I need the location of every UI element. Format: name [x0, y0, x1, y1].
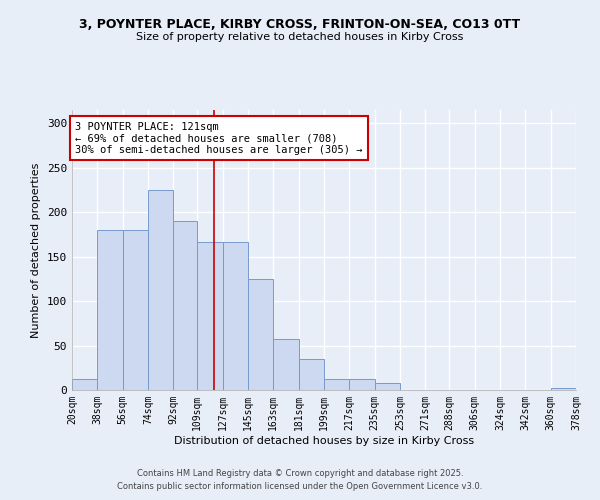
- Y-axis label: Number of detached properties: Number of detached properties: [31, 162, 41, 338]
- Text: Size of property relative to detached houses in Kirby Cross: Size of property relative to detached ho…: [136, 32, 464, 42]
- Bar: [197, 242, 223, 390]
- Bar: [299, 359, 324, 390]
- Bar: [349, 380, 374, 390]
- Bar: [97, 230, 122, 390]
- Bar: [274, 340, 299, 390]
- Bar: [148, 190, 173, 390]
- Bar: [374, 383, 400, 390]
- Bar: [72, 380, 97, 390]
- Text: Contains HM Land Registry data © Crown copyright and database right 2025.: Contains HM Land Registry data © Crown c…: [137, 468, 463, 477]
- Bar: [551, 388, 576, 390]
- Text: 3 POYNTER PLACE: 121sqm
← 69% of detached houses are smaller (708)
30% of semi-d: 3 POYNTER PLACE: 121sqm ← 69% of detache…: [75, 122, 362, 155]
- X-axis label: Distribution of detached houses by size in Kirby Cross: Distribution of detached houses by size …: [174, 436, 474, 446]
- Text: 3, POYNTER PLACE, KIRBY CROSS, FRINTON-ON-SEA, CO13 0TT: 3, POYNTER PLACE, KIRBY CROSS, FRINTON-O…: [79, 18, 521, 30]
- Bar: [122, 230, 148, 390]
- Text: Contains public sector information licensed under the Open Government Licence v3: Contains public sector information licen…: [118, 482, 482, 491]
- Bar: [173, 221, 197, 390]
- Bar: [324, 380, 349, 390]
- Bar: [248, 279, 274, 390]
- Bar: [223, 242, 248, 390]
